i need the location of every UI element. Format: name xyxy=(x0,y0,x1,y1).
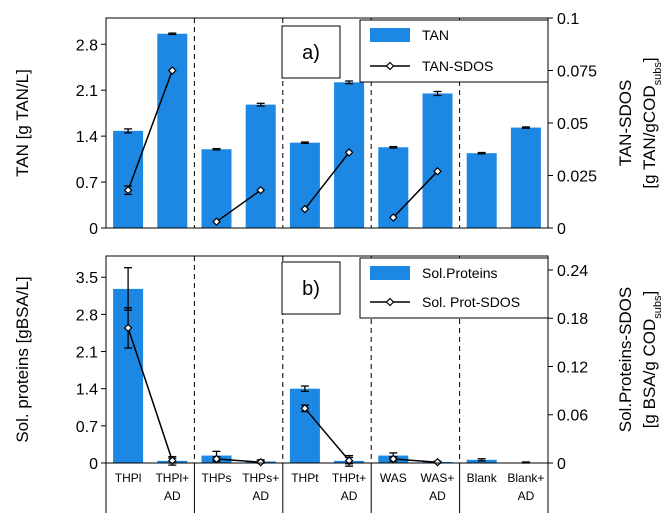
sdos-point xyxy=(167,456,177,465)
y-tick-label: 2.8 xyxy=(76,307,98,324)
legend-label-bar: TAN xyxy=(422,27,449,43)
sdos-line-3 xyxy=(392,170,439,219)
y-axis-title: Sol. proteins [gBSA/L] xyxy=(13,276,32,442)
sdos-line-3 xyxy=(393,458,438,463)
y-tick-label: 1.4 xyxy=(76,129,98,146)
y-tick-label: 2.1 xyxy=(76,83,98,100)
panel-label-box xyxy=(281,25,341,79)
y2-axis-unit-end: ] xyxy=(640,291,659,296)
x-tick-label: Blank xyxy=(467,471,498,485)
y-tick-label: 0.7 xyxy=(76,175,98,192)
sdos-line-1 xyxy=(216,458,261,463)
sdos-point xyxy=(167,66,177,75)
sdos-point xyxy=(256,457,266,467)
y2-tick-label: 0.24 xyxy=(557,263,588,280)
y2-axis-unit-main: [g BSA/g COD xyxy=(640,319,659,429)
sdos-line-0 xyxy=(127,327,174,461)
y-tick-label: 2.8 xyxy=(76,37,98,54)
y2-tick-label: 0.12 xyxy=(557,359,588,376)
sdos-line-2 xyxy=(304,151,350,210)
y2-axis-title: Sol.Proteins-SDOS xyxy=(616,287,635,433)
sdos-point xyxy=(433,457,442,467)
y2-tick-label: 0 xyxy=(557,221,566,238)
legend-label-bar: Sol.Proteins xyxy=(422,265,497,281)
y2-axis-unit-end: ] xyxy=(640,57,659,62)
bar-WAS+AD xyxy=(422,93,453,228)
y-axis-title: TAN [g TAN/L] xyxy=(13,69,32,177)
bar-THPt xyxy=(289,388,320,463)
y2-tick-label: 0.025 xyxy=(557,169,597,186)
x-tick-label: AD xyxy=(252,489,269,503)
x-tick-label: THPl+ xyxy=(155,471,189,485)
y-tick-label: 0 xyxy=(89,221,98,238)
y2-axis-unit-sub: subs xyxy=(652,62,664,86)
x-tick-label: Blank+ xyxy=(507,471,544,485)
y-tick-label: 1.4 xyxy=(76,382,98,399)
sdos-line-1 xyxy=(216,189,262,223)
y-tick-label: 3.5 xyxy=(76,270,98,287)
sdos-point xyxy=(212,454,221,464)
x-tick-label: THPt xyxy=(291,471,319,485)
sdos-point xyxy=(433,166,442,176)
sdos-point xyxy=(388,454,398,464)
sdos-point xyxy=(388,213,398,222)
y-tick-label: 2.1 xyxy=(76,345,98,362)
sdos-line-0 xyxy=(127,70,174,191)
y2-axis-unit-main: [g TAN/gCOD xyxy=(640,85,659,188)
sdos-point xyxy=(300,403,310,413)
bar-THPl+AD xyxy=(157,33,188,228)
legend-marker xyxy=(385,297,395,307)
y2-tick-label: 0.1 xyxy=(557,11,579,28)
x-tick-label: AD xyxy=(341,489,358,503)
panel-label-box xyxy=(281,261,341,315)
sdos-point xyxy=(344,456,354,465)
y-tick-label: 0 xyxy=(89,456,98,473)
x-tick-label: AD xyxy=(429,489,446,503)
category-axis: THPl THPl+ AD THPs THPs+ AD THPt THPt+ AD WAS WAS+… xyxy=(105,463,549,513)
legend-marker xyxy=(385,61,395,71)
sdos-point xyxy=(123,323,133,333)
legend-swatch-bar xyxy=(370,28,410,42)
y2-tick-label: 0 xyxy=(557,456,566,473)
bar-THPl xyxy=(113,130,144,228)
sdos-point xyxy=(344,148,354,157)
x-tick-label: THPt+ xyxy=(332,471,366,485)
y2-tick-label: 0.075 xyxy=(557,64,597,81)
x-tick-label: THPs+ xyxy=(242,471,279,485)
panel-label: a) xyxy=(302,42,320,64)
x-tick-label: WAS xyxy=(380,471,407,485)
legend-swatch-bar xyxy=(370,266,410,280)
y2-tick-label: 0.06 xyxy=(557,408,588,425)
sdos-line-2 xyxy=(304,407,350,462)
bar-Blank xyxy=(466,153,497,228)
bar-Blank+AD xyxy=(510,127,541,228)
y2-axis-title: TAN-SDOS xyxy=(616,80,635,167)
chart-panel-a: 0 0.7 1.4 2.1 2.8 0 0.025 0.05 0.075 0.1 TAN [g TA… xyxy=(13,11,664,238)
panel-label: b) xyxy=(302,278,320,300)
legend-label-line: TAN-SDOS xyxy=(422,58,493,74)
sdos-point xyxy=(212,217,221,227)
y2-axis-unit: [g TAN/gCODsubs] xyxy=(640,57,664,188)
plot-frame xyxy=(105,255,549,464)
sdos-point xyxy=(300,204,310,214)
x-tick-label: THPl xyxy=(115,471,142,485)
x-tick-label: AD xyxy=(164,489,181,503)
x-tick-label: WAS+ xyxy=(421,471,455,485)
bar-THPs xyxy=(201,149,232,228)
y-tick-label: 0.7 xyxy=(76,419,98,436)
bar-THPt xyxy=(289,142,320,228)
y2-tick-label: 0.05 xyxy=(557,116,588,133)
y2-tick-label: 0.18 xyxy=(557,311,588,328)
y2-axis-unit-sub: subs xyxy=(652,295,664,319)
x-tick-label: AD xyxy=(518,489,535,503)
x-tick-label: THPs xyxy=(202,471,232,485)
legend-label-line: Sol. Prot-SDOS xyxy=(422,294,520,310)
sdos-point xyxy=(256,185,266,195)
y2-axis-unit: [g BSA/g CODsubs] xyxy=(640,291,664,429)
sdos-point xyxy=(123,185,133,195)
bar-THPs+AD xyxy=(245,104,276,228)
chart-panel-b: 0 0.7 1.4 2.1 2.8 3.5 0 0.06 0.12 0.18 0.24 Sol. pr… xyxy=(13,255,664,473)
